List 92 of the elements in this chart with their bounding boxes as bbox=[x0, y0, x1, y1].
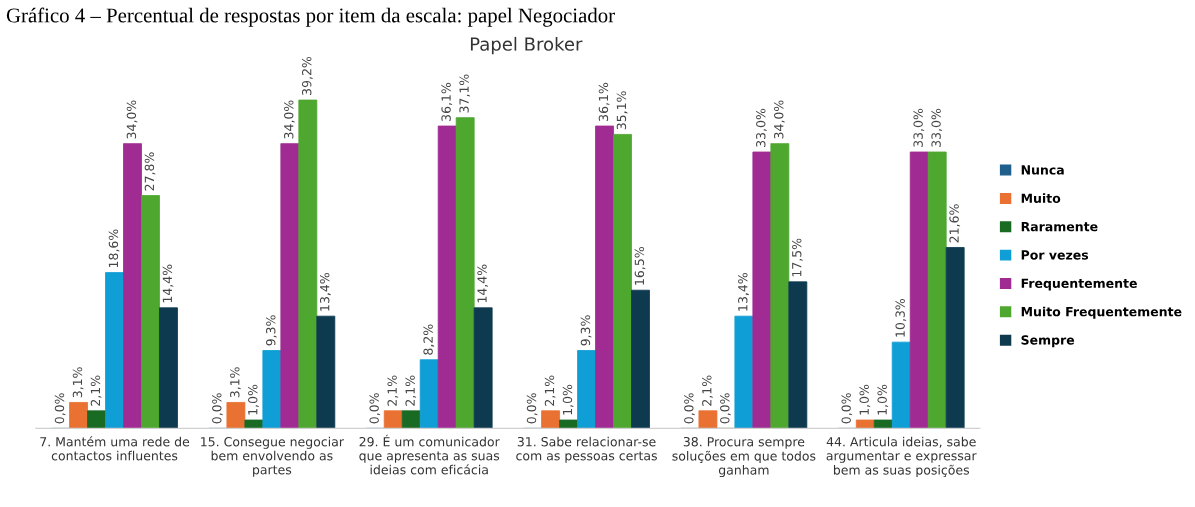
bar bbox=[226, 402, 246, 429]
text: Gráfico 4 – Percentual de respostas por item da escala: papel Negociador bbox=[6, 7, 615, 27]
data-label: 14,4% bbox=[477, 264, 489, 303]
data-label: 35,1% bbox=[616, 91, 628, 130]
x-tick-label: 31. Sabe relacionar-se com as pessoas certas bbox=[516, 436, 657, 463]
data-label: 34,0% bbox=[126, 100, 138, 139]
data-label: 1,0% bbox=[562, 384, 574, 415]
data-label: 2,1% bbox=[405, 375, 417, 406]
bar bbox=[437, 125, 457, 429]
data-label: 9,3% bbox=[266, 315, 277, 346]
bar bbox=[855, 419, 875, 429]
legend-label: Frequentemente bbox=[1021, 278, 1137, 291]
data-label: 10,3% bbox=[895, 298, 907, 337]
bar bbox=[244, 419, 264, 429]
data-label: 3,1% bbox=[72, 367, 84, 398]
legend-label: Raramente bbox=[1021, 222, 1098, 232]
bar bbox=[631, 289, 650, 429]
data-label: 21,6% bbox=[949, 204, 961, 243]
data-label: 0,0% bbox=[684, 393, 695, 424]
bar bbox=[298, 99, 318, 429]
data-label: 36,1% bbox=[441, 82, 453, 121]
bar bbox=[734, 315, 754, 429]
data-label: 1,0% bbox=[877, 384, 889, 415]
legend-label: Nunca bbox=[1021, 165, 1064, 175]
data-label: 1,0% bbox=[859, 384, 871, 415]
data-label: 0,0% bbox=[54, 393, 66, 424]
data-label: 36,1% bbox=[598, 82, 610, 121]
data-label: 1,0% bbox=[248, 384, 259, 415]
data-label: 34,0% bbox=[774, 100, 785, 139]
data-label: 8,2% bbox=[423, 324, 435, 355]
data-label: 0,0% bbox=[212, 393, 223, 424]
data-label: 17,5% bbox=[792, 238, 803, 277]
bar bbox=[105, 272, 124, 429]
bar bbox=[541, 410, 560, 429]
data-label: 33,0% bbox=[913, 108, 925, 147]
data-label: 13,4% bbox=[319, 272, 331, 311]
data-label: 2,1% bbox=[90, 375, 102, 406]
data-label: 0,0% bbox=[526, 393, 538, 424]
data-label: 18,6% bbox=[108, 229, 120, 268]
data-label: 33,0% bbox=[756, 108, 767, 147]
bar bbox=[473, 307, 493, 429]
bar bbox=[945, 247, 965, 429]
bar bbox=[927, 151, 947, 429]
bar bbox=[159, 307, 178, 429]
x-tick-label: 38. Procura sempre soluções em que todos ganham bbox=[672, 436, 816, 478]
bar bbox=[891, 341, 911, 429]
data-label: 27,8% bbox=[144, 152, 156, 191]
bar bbox=[455, 117, 475, 429]
bar bbox=[141, 195, 160, 429]
data-label: 0,0% bbox=[720, 393, 731, 424]
bar bbox=[123, 143, 142, 429]
bar bbox=[788, 281, 808, 429]
data-label: 2,1% bbox=[702, 375, 713, 406]
x-tick-label: 15. Consegue negociar bem envolvendo as partes bbox=[201, 436, 344, 477]
bar bbox=[613, 133, 632, 429]
data-label: 37,1% bbox=[459, 74, 471, 113]
legend-label: Sempre bbox=[1021, 335, 1075, 348]
bar bbox=[401, 410, 421, 429]
bar bbox=[69, 402, 88, 429]
data-label: 13,4% bbox=[738, 272, 749, 311]
bar bbox=[873, 419, 893, 429]
bar bbox=[316, 315, 336, 429]
data-label: 2,1% bbox=[387, 375, 399, 406]
data-label: 16,5% bbox=[634, 247, 646, 285]
x-tick-label: 44. Articula ideias, sabe argumentar e expressar bem as suas posições bbox=[826, 436, 977, 478]
bar bbox=[770, 143, 790, 429]
bar bbox=[752, 151, 772, 429]
data-label: 33,0% bbox=[931, 108, 943, 147]
data-label: 0,0% bbox=[841, 393, 853, 424]
data-label: 14,4% bbox=[162, 264, 174, 303]
x-tick-label: 29. É um comunicador que apresenta as suas ideias com eficácia bbox=[359, 434, 500, 475]
bar bbox=[280, 143, 300, 429]
x-tick-label: 7. Mantém uma rede de contactos influentes bbox=[40, 436, 190, 461]
bar bbox=[87, 410, 106, 429]
legend-label: Muito bbox=[1021, 193, 1061, 203]
bar bbox=[559, 419, 578, 429]
data-label: 3,1% bbox=[230, 367, 241, 398]
bar bbox=[698, 410, 718, 429]
bar bbox=[909, 151, 929, 429]
data-label: 2,1% bbox=[544, 375, 556, 406]
bar bbox=[383, 410, 403, 429]
data-label: 39,2% bbox=[302, 56, 313, 95]
data-label: 34,0% bbox=[284, 100, 295, 139]
data-label: 9,3% bbox=[580, 315, 592, 346]
bar bbox=[595, 125, 614, 429]
bar bbox=[577, 350, 596, 429]
bar bbox=[419, 359, 439, 429]
chart-title: Papel Broker bbox=[470, 36, 583, 55]
bar bbox=[262, 350, 282, 429]
data-label: 0,0% bbox=[369, 393, 381, 424]
legend-label: Por vezes bbox=[1021, 250, 1089, 260]
legend-label: Muito Frequentemente bbox=[1021, 306, 1182, 319]
